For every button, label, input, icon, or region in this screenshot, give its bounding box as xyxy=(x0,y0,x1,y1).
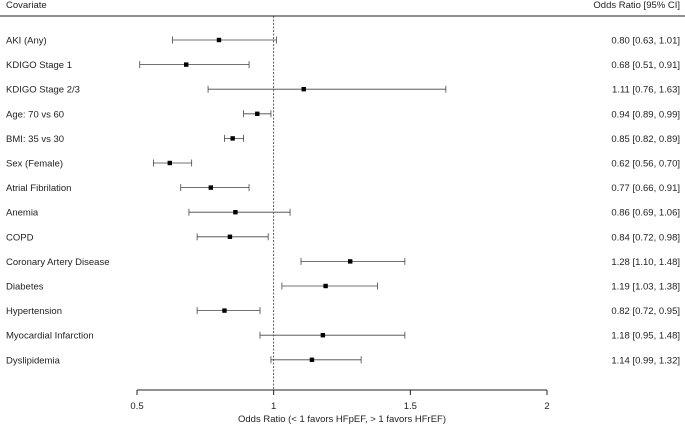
row-label: Atrial Fibrilation xyxy=(6,183,71,194)
x-tick-label: 1 xyxy=(271,401,276,412)
point-estimate xyxy=(227,234,233,239)
row-estimate-text: 0.80 [0.63, 1.01] xyxy=(611,36,680,47)
x-tick-label: 2 xyxy=(544,401,549,412)
row-label: Sex (Female) xyxy=(6,159,63,170)
row-label: BMI: 35 vs 30 xyxy=(6,134,64,145)
point-estimate xyxy=(233,210,238,215)
row-estimate-text: 1.11 [0.76, 1.63] xyxy=(612,85,680,96)
point-estimate xyxy=(184,62,189,67)
header-covariate: Covariate xyxy=(6,0,47,11)
x-tick-label: 1.5 xyxy=(404,401,417,412)
point-estimate xyxy=(167,160,172,166)
row-label: Coronary Artery Disease xyxy=(6,257,109,268)
point-estimate xyxy=(301,87,306,92)
row-estimate-text: 0.94 [0.89, 0.99] xyxy=(611,109,680,120)
point-estimate xyxy=(323,283,328,289)
point-estimate xyxy=(320,333,326,338)
forest-rows: AKI (Any) 0.80 [0.63, 1.01] KDIGO Stage 1 0… xyxy=(6,36,680,367)
row-estimate-text: 0.86 [0.69, 1.06] xyxy=(611,208,680,219)
point-estimate xyxy=(348,259,353,264)
header-odds-ratio: Odds Ratio [95% CI] xyxy=(593,0,680,11)
row-label: Dyslipidemia xyxy=(6,355,61,366)
row-estimate-text: 1.14 [0.99, 1.32] xyxy=(611,355,680,366)
row-label: KDIGO Stage 2/3 xyxy=(6,85,80,96)
row-estimate-text: 1.19 [1.03, 1.38] xyxy=(611,282,680,293)
x-tick-label: 0.5 xyxy=(130,401,143,412)
row-label: Age: 70 vs 60 xyxy=(6,109,64,120)
row-label: COPD xyxy=(6,232,34,243)
point-estimate xyxy=(222,308,227,313)
x-axis-label: Odds Ratio (< 1 favors HFpEF, > 1 favors… xyxy=(238,414,446,425)
row-estimate-text: 0.84 [0.72, 0.98] xyxy=(611,232,680,243)
row-estimate-text: 0.68 [0.51, 0.91] xyxy=(611,60,680,71)
point-estimate xyxy=(255,111,260,116)
row-label: Myocardial Infarction xyxy=(6,331,94,342)
row-label: Diabetes xyxy=(6,282,44,293)
point-estimate xyxy=(208,185,213,190)
row-label: AKI (Any) xyxy=(6,36,47,47)
row-estimate-text: 1.18 [0.95, 1.48] xyxy=(611,331,680,342)
row-label: Anemia xyxy=(6,208,39,219)
point-estimate xyxy=(309,357,315,362)
row-estimate-text: 0.85 [0.82, 0.89] xyxy=(611,134,680,145)
point-estimate xyxy=(216,37,222,43)
x-axis-ticks: 0.5 1 1.5 2 xyxy=(130,390,550,412)
row-estimate-text: 0.82 [0.72, 0.95] xyxy=(611,306,680,317)
row-estimate-text: 0.77 [0.66, 0.91] xyxy=(611,183,680,194)
row-label: KDIGO Stage 1 xyxy=(6,60,72,71)
row-label: Hypertension xyxy=(6,306,62,317)
row-estimate-text: 1.28 [1.10, 1.48] xyxy=(611,257,680,268)
row-estimate-text: 0.62 [0.56, 0.70] xyxy=(611,159,680,170)
point-estimate xyxy=(230,136,235,141)
